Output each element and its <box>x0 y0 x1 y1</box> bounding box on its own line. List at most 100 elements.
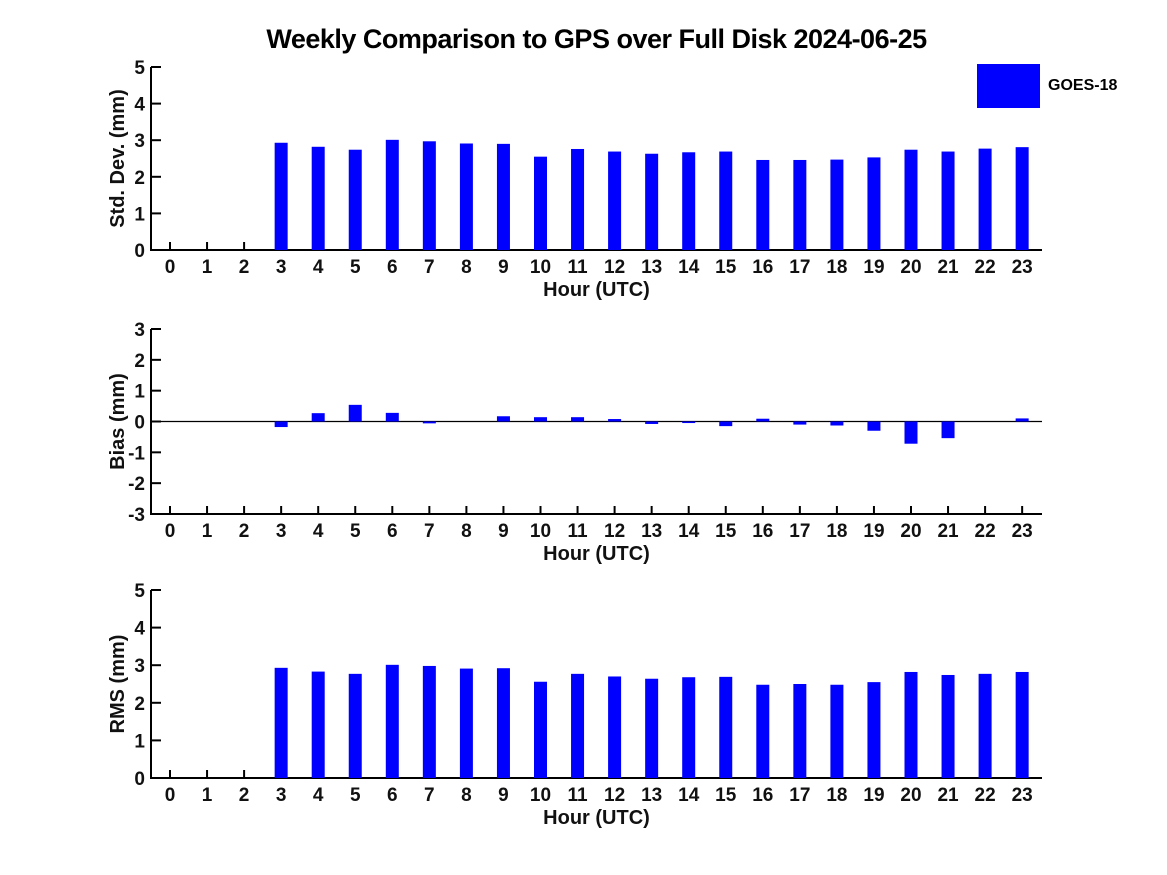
x-axis-label: Hour (UTC) <box>543 807 650 829</box>
y-tick-label: 0 <box>134 769 145 790</box>
x-tick-label: 8 <box>461 257 472 278</box>
x-tick-label: 15 <box>715 257 737 278</box>
x-tick-label: 2 <box>239 785 250 806</box>
x-tick-label: 16 <box>752 521 773 542</box>
bar-hour-11 <box>571 673 585 778</box>
x-tick-label: 20 <box>900 257 921 278</box>
x-tick-label: 17 <box>789 785 810 806</box>
bar-hour-19 <box>867 157 881 250</box>
x-tick-label: 17 <box>789 521 810 542</box>
x-tick-label: 2 <box>239 521 250 542</box>
bar-hour-21 <box>941 421 955 439</box>
x-tick-label: 17 <box>789 257 810 278</box>
bar-hour-3 <box>274 667 288 778</box>
x-tick-label: 5 <box>350 785 361 806</box>
x-tick-label: 4 <box>313 257 324 278</box>
bar-hour-22 <box>978 148 992 250</box>
bar-hour-17 <box>793 684 807 778</box>
bar-hour-7 <box>422 141 436 250</box>
y-tick-label: 3 <box>134 320 145 341</box>
x-tick-label: 22 <box>975 785 996 806</box>
bar-hour-3 <box>274 421 288 428</box>
bar-hour-13 <box>645 421 659 424</box>
bar-hour-5 <box>348 404 362 422</box>
x-tick-label: 9 <box>498 785 509 806</box>
x-tick-label: 10 <box>530 257 551 278</box>
x-tick-label: 8 <box>461 521 472 542</box>
x-tick-label: 0 <box>165 257 176 278</box>
bar-hour-14 <box>682 152 696 250</box>
bar-hour-21 <box>941 151 955 250</box>
x-tick-label: 18 <box>826 785 847 806</box>
x-tick-label: 15 <box>715 785 737 806</box>
x-tick-label: 12 <box>604 257 625 278</box>
x-tick-label: 14 <box>678 257 700 278</box>
x-tick-label: 9 <box>498 257 509 278</box>
x-tick-label: 16 <box>752 785 773 806</box>
bar-hour-11 <box>571 148 585 250</box>
bar-hour-19 <box>867 682 881 778</box>
y-tick-label: 5 <box>134 58 145 79</box>
y-tick-label: 3 <box>134 131 145 152</box>
bar-hour-13 <box>645 153 659 250</box>
x-tick-label: 14 <box>678 521 700 542</box>
x-tick-label: 21 <box>937 521 959 542</box>
x-tick-label: 13 <box>641 257 662 278</box>
x-tick-label: 6 <box>387 521 398 542</box>
bar-hour-8 <box>459 668 473 778</box>
x-tick-label: 4 <box>313 521 324 542</box>
bar-hour-6 <box>385 139 399 250</box>
x-tick-label: 7 <box>424 521 435 542</box>
bar-hour-4 <box>311 146 325 250</box>
x-tick-label: 12 <box>604 521 625 542</box>
bar-hour-16 <box>756 418 770 422</box>
bar-hour-6 <box>385 412 399 422</box>
figure-title: Weekly Comparison to GPS over Full Disk … <box>266 24 927 54</box>
bar-hour-9 <box>496 668 510 778</box>
y-tick-label: 1 <box>134 731 145 752</box>
bar-hour-3 <box>274 142 288 250</box>
y-tick-label: 1 <box>134 382 145 403</box>
bar-hour-10 <box>534 681 547 778</box>
x-tick-label: 13 <box>641 521 662 542</box>
y-tick-label: -3 <box>128 505 145 526</box>
x-tick-label: 9 <box>498 521 509 542</box>
x-tick-label: 23 <box>1012 257 1033 278</box>
bar-hour-9 <box>496 143 510 250</box>
bar-hour-6 <box>385 664 399 778</box>
bar-hour-5 <box>348 149 362 250</box>
x-tick-label: 0 <box>165 785 176 806</box>
y-tick-label: 0 <box>134 413 145 434</box>
y-tick-label: 0 <box>134 241 145 262</box>
x-tick-label: 12 <box>604 785 625 806</box>
x-tick-label: 3 <box>276 521 287 542</box>
x-axis-label: Hour (UTC) <box>543 279 650 301</box>
x-tick-label: 21 <box>937 257 959 278</box>
x-tick-label: 1 <box>202 785 213 806</box>
bar-hour-4 <box>311 413 325 422</box>
x-tick-label: 15 <box>715 521 737 542</box>
x-tick-label: 13 <box>641 785 662 806</box>
x-tick-label: 11 <box>568 785 589 806</box>
bar-hour-23 <box>1015 418 1029 422</box>
y-axis-label: Bias (mm) <box>107 373 129 470</box>
bar-hour-14 <box>682 421 696 424</box>
y-tick-label: 4 <box>134 95 145 116</box>
x-tick-label: 4 <box>313 785 324 806</box>
bar-hour-14 <box>682 677 696 778</box>
bar-hour-12 <box>608 676 622 778</box>
bar-hour-21 <box>941 674 955 778</box>
bar-hour-23 <box>1015 671 1029 778</box>
x-tick-label: 18 <box>826 257 847 278</box>
y-tick-label: 3 <box>134 656 145 677</box>
x-tick-label: 2 <box>239 257 250 278</box>
x-tick-label: 16 <box>752 257 773 278</box>
legend-swatch-goes18 <box>977 64 1040 108</box>
x-tick-label: 20 <box>900 521 921 542</box>
bar-hour-13 <box>645 678 659 778</box>
bar-hour-20 <box>904 421 918 444</box>
y-tick-label: 1 <box>134 204 145 225</box>
